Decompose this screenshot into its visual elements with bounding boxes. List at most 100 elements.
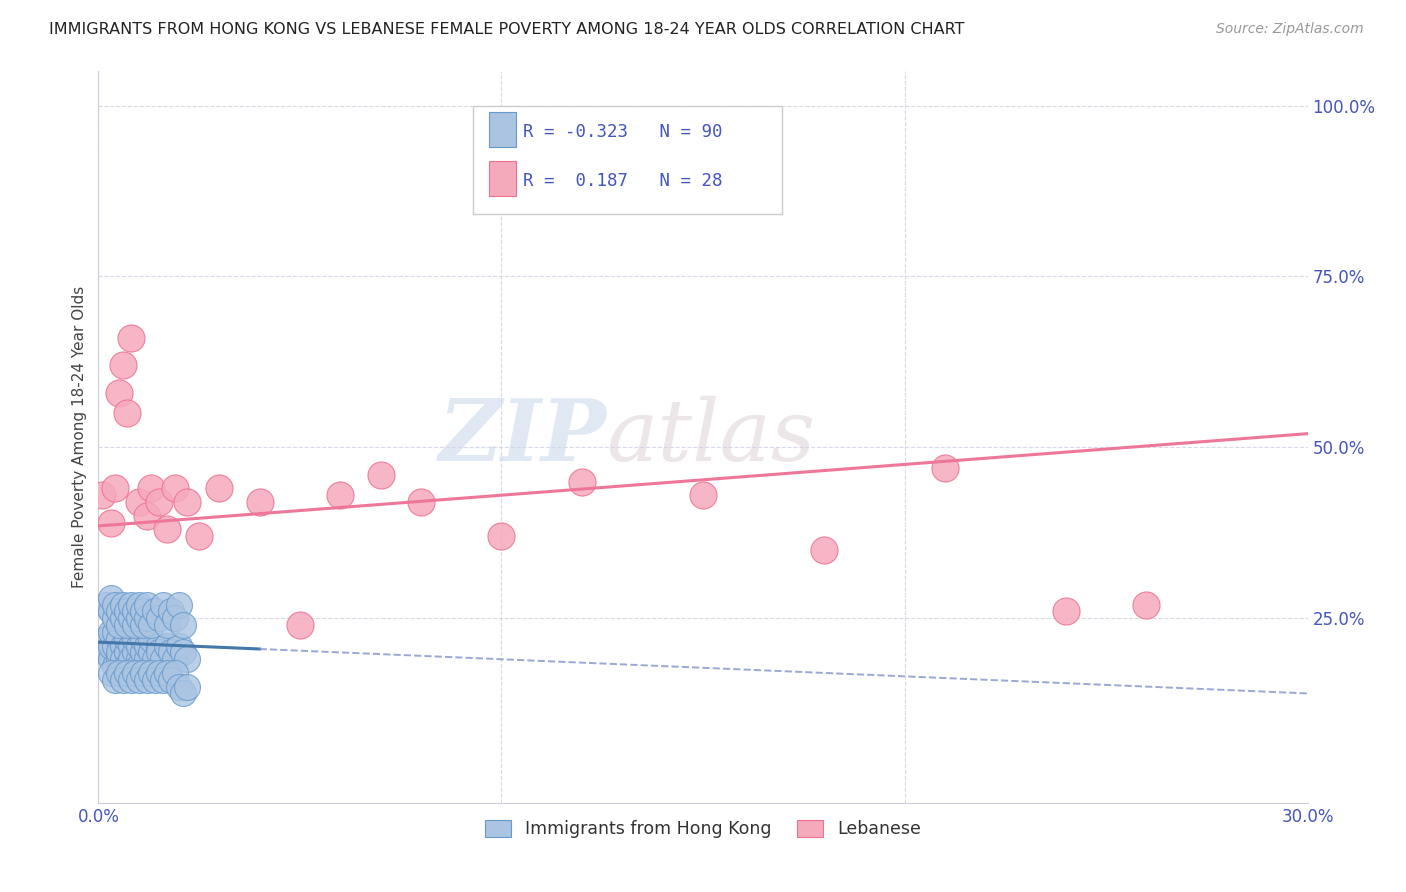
Point [135, 611, 157, 625]
Point [107, 604, 129, 618]
Point [111, 359, 134, 373]
Point [148, 639, 170, 653]
Point [132, 618, 155, 632]
Point [132, 645, 155, 659]
Point [128, 652, 150, 666]
Point [100, 665, 122, 680]
Point [167, 598, 190, 612]
Point [152, 673, 174, 687]
Point [370, 467, 392, 482]
Point [128, 611, 150, 625]
Point [132, 604, 155, 618]
Point [103, 673, 125, 687]
Point [111, 652, 134, 666]
Point [288, 618, 311, 632]
Point [103, 624, 125, 639]
Bar [489, 161, 516, 195]
Point [172, 618, 194, 632]
Point [111, 639, 134, 653]
Point [491, 529, 513, 543]
Point [139, 665, 162, 680]
Point [111, 598, 134, 612]
Point [156, 618, 179, 632]
Point [208, 481, 231, 495]
Point [148, 665, 170, 680]
Point [91, 488, 114, 502]
Point [167, 680, 190, 694]
FancyBboxPatch shape [474, 106, 782, 214]
Text: ZIP: ZIP [439, 395, 606, 479]
Point [115, 659, 138, 673]
Point [103, 659, 125, 673]
Point [115, 406, 138, 420]
Text: R = -0.323   N = 90: R = -0.323 N = 90 [523, 123, 723, 141]
Point [163, 611, 186, 625]
Text: atlas: atlas [606, 396, 815, 478]
Point [120, 331, 142, 345]
Point [103, 639, 125, 653]
Point [107, 645, 129, 659]
Point [163, 652, 186, 666]
Point [115, 665, 138, 680]
Point [115, 618, 138, 632]
Point [329, 488, 352, 502]
Point [128, 659, 150, 673]
Point [249, 495, 271, 509]
Point [115, 604, 138, 618]
Point [107, 652, 129, 666]
Point [96, 598, 118, 612]
Point [107, 665, 129, 680]
Point [176, 652, 198, 666]
Text: Source: ZipAtlas.com: Source: ZipAtlas.com [1216, 22, 1364, 37]
Point [813, 542, 835, 557]
Point [1135, 598, 1157, 612]
Point [124, 618, 146, 632]
Point [100, 624, 122, 639]
Point [167, 639, 190, 653]
Point [111, 673, 134, 687]
Point [139, 632, 162, 646]
Point [160, 645, 183, 659]
Point [1054, 604, 1077, 618]
Y-axis label: Female Poverty Among 18-24 Year Olds: Female Poverty Among 18-24 Year Olds [72, 286, 87, 588]
Point [143, 652, 166, 666]
Point [143, 673, 166, 687]
Point [100, 604, 122, 618]
Point [139, 618, 162, 632]
Point [120, 652, 142, 666]
Point [100, 591, 122, 605]
Point [160, 604, 183, 618]
Point [96, 632, 118, 646]
Point [132, 632, 155, 646]
Point [160, 673, 183, 687]
Point [91, 639, 114, 653]
Point [100, 652, 122, 666]
Point [107, 385, 129, 400]
Point [132, 665, 155, 680]
Point [120, 673, 142, 687]
Point [172, 686, 194, 700]
Point [124, 645, 146, 659]
Point [156, 665, 179, 680]
Text: R =  0.187   N = 28: R = 0.187 N = 28 [523, 172, 723, 190]
Point [100, 516, 122, 530]
Point [135, 673, 157, 687]
Point [152, 652, 174, 666]
Bar [489, 112, 516, 146]
Point [115, 645, 138, 659]
Point [409, 495, 432, 509]
Point [163, 665, 186, 680]
Point [103, 611, 125, 625]
Point [156, 639, 179, 653]
Point [163, 481, 186, 495]
Point [135, 508, 157, 523]
Point [120, 611, 142, 625]
Point [148, 645, 170, 659]
Point [571, 475, 593, 489]
Point [128, 639, 150, 653]
Point [124, 665, 146, 680]
Point [124, 604, 146, 618]
Point [128, 598, 150, 612]
Point [176, 495, 198, 509]
Point [148, 611, 170, 625]
